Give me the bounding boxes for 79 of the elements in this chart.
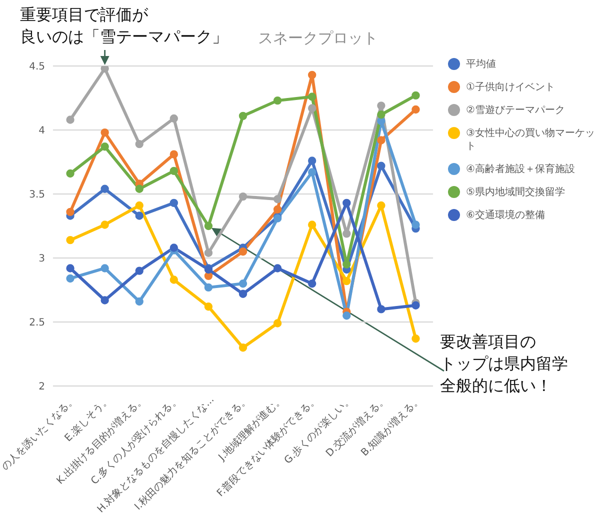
point bbox=[66, 208, 74, 216]
point bbox=[412, 301, 420, 310]
point bbox=[377, 102, 386, 110]
point bbox=[170, 114, 178, 123]
legend-label: ②雪遊びテーマパーク bbox=[466, 104, 565, 117]
point bbox=[100, 66, 109, 73]
point bbox=[273, 264, 282, 272]
point bbox=[342, 260, 351, 268]
point bbox=[135, 140, 144, 148]
point bbox=[412, 105, 420, 114]
point bbox=[100, 296, 109, 304]
legend-label: ①子供向けイベント bbox=[466, 81, 555, 94]
point bbox=[135, 266, 144, 275]
point bbox=[308, 70, 316, 80]
point bbox=[377, 136, 386, 144]
legend-label: ⑥交通環境の整備 bbox=[466, 209, 545, 222]
point bbox=[100, 184, 109, 193]
point bbox=[66, 116, 74, 124]
point bbox=[273, 205, 282, 214]
y-tick-label: 4 bbox=[38, 126, 45, 137]
point bbox=[308, 280, 316, 288]
point bbox=[377, 110, 386, 119]
y-tick-label: 2.5 bbox=[29, 318, 45, 329]
point bbox=[135, 297, 144, 306]
y-tick-label: 2 bbox=[38, 382, 45, 393]
point bbox=[170, 150, 178, 158]
point bbox=[66, 264, 74, 272]
point bbox=[273, 96, 282, 105]
point bbox=[135, 212, 144, 220]
point bbox=[273, 195, 282, 204]
point bbox=[135, 184, 144, 193]
point bbox=[66, 274, 74, 283]
point bbox=[100, 264, 109, 272]
point bbox=[204, 302, 213, 311]
point bbox=[412, 334, 420, 343]
point bbox=[170, 166, 178, 176]
point bbox=[66, 169, 74, 178]
point bbox=[100, 220, 109, 229]
chart-title: スネークプロット bbox=[257, 29, 379, 48]
point bbox=[412, 220, 420, 229]
point bbox=[273, 319, 282, 328]
point bbox=[238, 280, 248, 288]
point bbox=[342, 312, 351, 320]
point bbox=[238, 248, 248, 256]
text: 要改善項目のトップは県内留学全般的に低い！ bbox=[440, 331, 568, 397]
point bbox=[204, 248, 213, 257]
point bbox=[66, 236, 74, 244]
point bbox=[308, 220, 316, 229]
point bbox=[377, 201, 386, 210]
y-tick-label: 4.5 bbox=[29, 62, 45, 73]
point bbox=[342, 230, 351, 238]
point bbox=[238, 192, 248, 201]
legend-label: ③女性中心の買い物マーケット bbox=[466, 127, 596, 153]
point bbox=[308, 92, 316, 101]
point bbox=[204, 222, 213, 230]
point bbox=[238, 112, 248, 120]
point bbox=[170, 244, 178, 252]
y-tick-label: 3 bbox=[38, 254, 45, 265]
point bbox=[308, 104, 316, 112]
point bbox=[135, 201, 144, 210]
point bbox=[100, 142, 109, 151]
point bbox=[342, 276, 351, 286]
point bbox=[170, 198, 178, 208]
legend-label: ④高齢者施設＋保育施設 bbox=[466, 163, 575, 176]
point bbox=[100, 128, 109, 137]
point bbox=[238, 344, 248, 352]
point bbox=[170, 276, 178, 284]
point bbox=[204, 283, 213, 292]
point bbox=[308, 156, 316, 165]
point bbox=[412, 91, 420, 100]
legend-label: 平均値 bbox=[466, 58, 496, 71]
y-tick-label: 3.5 bbox=[29, 190, 45, 201]
point bbox=[342, 198, 351, 208]
point bbox=[377, 305, 386, 314]
point bbox=[238, 290, 248, 298]
annotation: 重要項目で評価が良いのは「雪テーマパーク」 bbox=[20, 4, 228, 48]
point bbox=[377, 162, 386, 170]
legend-label: ⑤県内地域間交換留学 bbox=[466, 186, 565, 199]
point bbox=[308, 168, 316, 176]
